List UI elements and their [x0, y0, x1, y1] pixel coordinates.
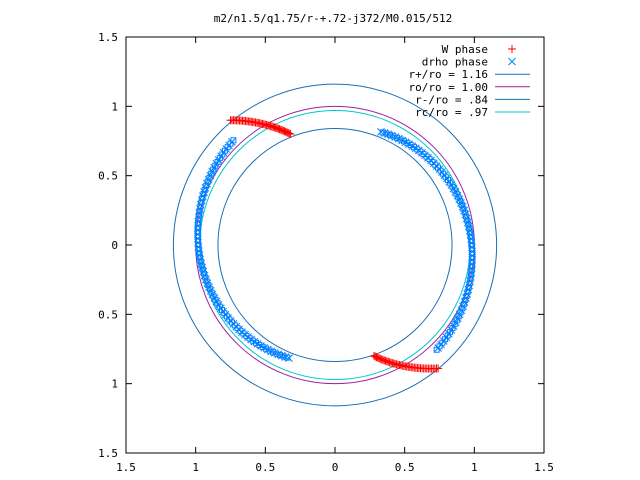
circle-ro/ro — [195, 105, 475, 385]
drho-phase-point — [208, 289, 215, 296]
y-tick-label: 0 — [111, 239, 118, 252]
drho-phase-point — [455, 195, 464, 204]
drho-phase-point — [208, 167, 217, 176]
x-tick-label: 1 — [192, 461, 199, 474]
drho-phase-point — [451, 318, 460, 327]
w-phase-point — [434, 364, 443, 373]
drho-phase-point — [212, 159, 221, 168]
legend-label: r+/ro = 1.16 — [409, 68, 488, 81]
x-tick-label: 1.5 — [534, 461, 554, 474]
w-phase-point — [285, 129, 294, 138]
legend-marker-x — [508, 57, 516, 66]
drho-phase-point — [228, 138, 236, 146]
drho-phase-point — [457, 199, 465, 207]
x-tick-label: 0.5 — [255, 461, 275, 474]
drho-phase-point — [210, 294, 219, 302]
drho-phase-point — [453, 314, 462, 323]
y-tick-label: 0.5 — [98, 170, 118, 183]
drho-phase-point — [449, 322, 458, 331]
drho-phase-point — [214, 156, 223, 164]
x-tick-label: 1 — [471, 461, 478, 474]
drho-phase-point — [206, 171, 215, 180]
drho-phase-point — [455, 194, 462, 201]
y-tick-label: 1 — [111, 100, 118, 113]
drho-phase-point — [442, 333, 451, 342]
circle-r-/ro — [217, 128, 453, 362]
legend-label: r-/ro = .84 — [415, 93, 488, 106]
drho-phase-point — [433, 346, 440, 353]
drho-phase-point — [230, 137, 237, 144]
drho-phase-point — [210, 163, 219, 172]
drho-phase-point — [453, 191, 462, 200]
drho-phase-point — [445, 329, 453, 338]
drho-phase-point — [205, 283, 213, 291]
legend-label: rc/ro = .97 — [415, 106, 488, 119]
circle-rc/ro — [199, 109, 471, 381]
drho-phase-point — [269, 349, 276, 356]
drho-phase-point — [447, 326, 456, 334]
axis-ticks: 1.5 1 0.5 0 0.5 1 1.51.510.500.511.5 — [98, 31, 554, 474]
y-tick-label: 1 — [111, 378, 118, 391]
chart-title: m2/n1.5/q1.75/r-+.72-j372/M0.015/512 — [214, 12, 452, 25]
drho-phase-point — [394, 134, 401, 141]
data-points — [193, 116, 477, 373]
y-tick-label: 0.5 — [98, 308, 118, 321]
drho-phase-point — [206, 286, 215, 295]
drho-phase-point — [219, 148, 228, 157]
drho-phase-point — [434, 344, 442, 352]
x-tick-label: 1.5 — [116, 461, 136, 474]
drho-phase-point — [217, 152, 225, 161]
legend-marker-plus — [508, 45, 516, 53]
drho-phase-point — [455, 310, 464, 319]
legend-label: W phase — [442, 43, 488, 56]
y-tick-label: 1.5 — [98, 31, 118, 44]
y-tick-label: 1.5 — [98, 447, 118, 460]
drho-phase-point — [451, 188, 460, 196]
circle-r+/ro — [172, 83, 498, 407]
drho-phase-point — [208, 290, 217, 299]
x-tick-label: 0 — [332, 461, 339, 474]
legend-label: ro/ro = 1.00 — [409, 81, 488, 94]
x-tick-label: 0.5 — [395, 461, 415, 474]
w-phase-point — [286, 130, 295, 139]
drho-phase-point — [397, 136, 404, 143]
legend-label: drho phase — [422, 56, 488, 69]
reference-circles — [172, 83, 498, 407]
drho-phase-point — [266, 347, 273, 354]
